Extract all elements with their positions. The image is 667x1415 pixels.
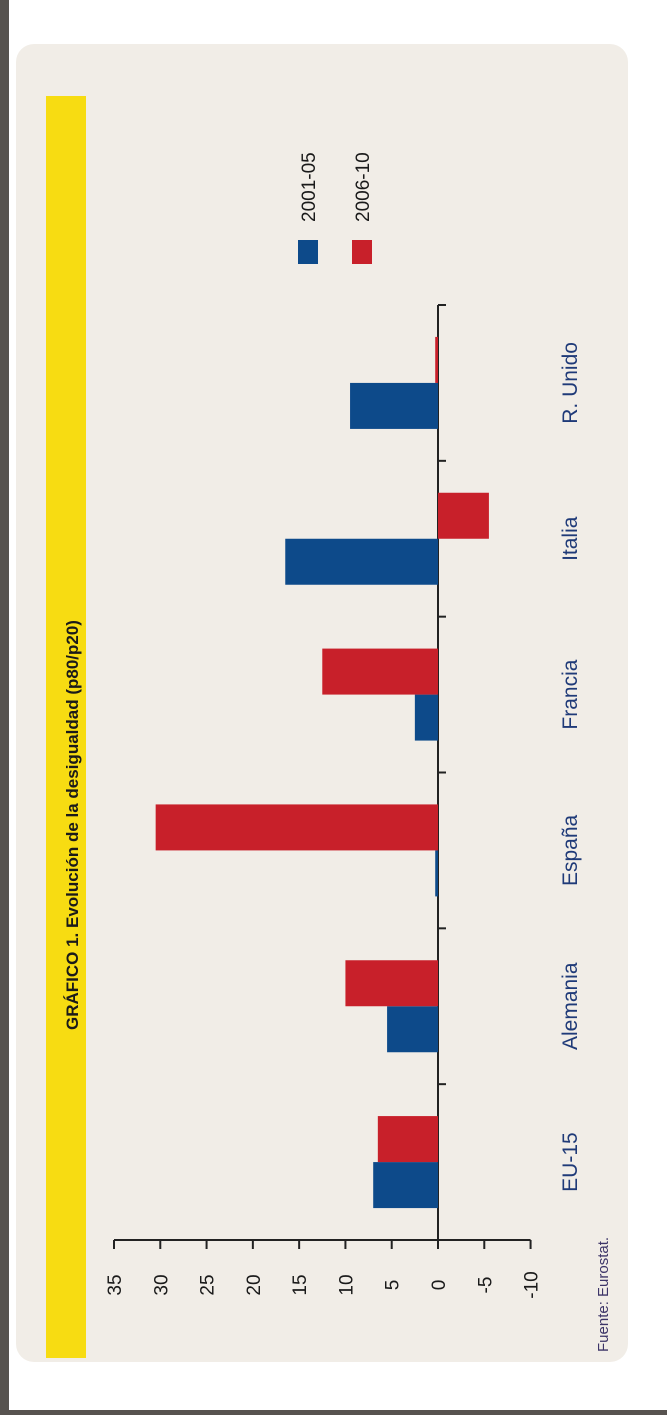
category-label: Italia (559, 516, 582, 561)
category-label: Francia (559, 659, 582, 729)
bar-2006-10-Francia (322, 648, 438, 695)
bars (155, 336, 489, 1209)
chart-card (16, 44, 628, 1362)
bar-2001-05-Italia (285, 538, 438, 585)
source-note: Fuente: Eurostat. (595, 1237, 612, 1352)
value-tick-label: -5 (475, 1277, 496, 1294)
bar-2001-05-R. Unido (350, 382, 438, 429)
value-tick-label: 10 (336, 1274, 357, 1295)
value-tick-label: 0 (429, 1280, 450, 1291)
legend-label: 2001-05 (299, 152, 320, 222)
legend-swatch-2006-10 (352, 240, 372, 264)
legend: 2001-05 2006-10 (298, 152, 374, 264)
bar-2006-10-R. Unido (435, 336, 438, 383)
title-band (46, 96, 86, 1358)
bar-2001-05-Alemania (387, 1006, 438, 1053)
value-tick-label: 35 (105, 1274, 126, 1295)
value-tick-label: 20 (244, 1274, 265, 1295)
value-tick-label: 5 (383, 1280, 404, 1291)
value-tick-label: 25 (198, 1274, 219, 1295)
category-labels: EU-15 Alemania España Francia Italia R. Unido (559, 342, 582, 1192)
axes (113, 304, 532, 1249)
legend-swatch-2001-05 (298, 240, 318, 264)
chart-title: Evolución de la desigualdad (p80/p20) (63, 620, 82, 928)
bar-2006-10-España (155, 804, 438, 851)
title-label: GRÁFICO 1. (63, 933, 82, 1030)
value-tick-label: 30 (151, 1274, 172, 1295)
bar-2006-10-Alemania (345, 960, 438, 1007)
value-tick-labels: 35 30 25 20 15 10 5 0 -5 -10 (105, 1271, 543, 1298)
category-label: Alemania (559, 962, 582, 1050)
legend-label: 2006-10 (353, 152, 374, 222)
value-tick-label: -10 (522, 1271, 543, 1298)
bar-2001-05-EU-15 (373, 1162, 438, 1209)
bar-2001-05-Francia (414, 694, 438, 741)
bar-2006-10-Italia (438, 492, 489, 539)
value-tick-label: 15 (290, 1274, 311, 1295)
category-label: España (559, 814, 582, 886)
bar-2006-10-EU-15 (377, 1116, 438, 1163)
category-label: R. Unido (559, 342, 582, 424)
bar-2001-05-España (435, 850, 438, 897)
category-label: EU-15 (559, 1132, 582, 1192)
